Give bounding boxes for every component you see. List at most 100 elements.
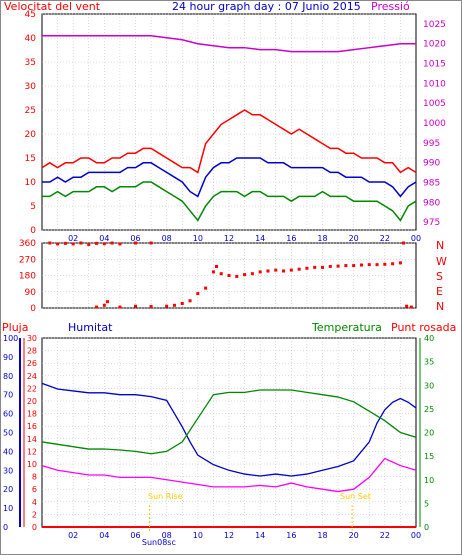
rain-tick-label: 16 xyxy=(27,422,37,431)
direction-point xyxy=(134,304,137,308)
direction-point xyxy=(149,305,153,309)
direction-tick-label: 90 xyxy=(25,288,37,298)
rain-tick-label: 24 xyxy=(27,372,37,381)
humidity-tick-label: 100 xyxy=(3,334,18,343)
wind-tick-label: 45 xyxy=(25,10,36,20)
temperature-tick-label: 40 xyxy=(424,334,434,343)
x-tick-label: 12 xyxy=(224,234,234,243)
wind-tick-label: 15 xyxy=(25,154,36,164)
direction-point xyxy=(352,264,356,268)
wind-speed-label: Velocitat del vent xyxy=(4,0,101,13)
humidity-tick-label: 40 xyxy=(3,447,13,456)
direction-point xyxy=(95,241,99,245)
direction-point xyxy=(383,262,387,266)
wind-tick-label: 10 xyxy=(25,178,37,188)
direction-point xyxy=(391,262,395,266)
direction-point xyxy=(235,274,239,278)
rain-tick-label: 18 xyxy=(27,410,37,419)
direction-point xyxy=(56,242,60,246)
humidity-tick-label: 0 xyxy=(3,523,8,532)
direction-point xyxy=(227,274,231,277)
dewpoint-label: Punt rosada xyxy=(391,321,457,334)
rain-tick-label: 10 xyxy=(27,460,37,469)
wind-tick-label: 40 xyxy=(25,34,37,44)
temperature-tick-label: 30 xyxy=(424,381,434,390)
direction-point xyxy=(63,241,67,245)
direction-point xyxy=(328,264,332,268)
x-tick-label: 14 xyxy=(255,531,265,540)
direction-tick-label: 180 xyxy=(19,272,36,282)
pressure-label: Pressió xyxy=(371,0,410,13)
rain-tick-label: 26 xyxy=(27,359,37,368)
direction-tick-label: 0 xyxy=(30,304,36,314)
direction-point xyxy=(258,270,262,274)
rain-tick-label: 20 xyxy=(27,397,37,406)
rain-tick-label: 22 xyxy=(27,384,37,393)
x-tick-label: 12 xyxy=(224,531,234,540)
pressure-tick-label: 985 xyxy=(423,178,440,188)
rain-tick-label: 2 xyxy=(32,510,37,519)
direction-point xyxy=(282,269,286,273)
humidity-label: Humitat xyxy=(68,321,113,334)
temperature-tick-label: 10 xyxy=(424,476,434,485)
x-tick-label: 20 xyxy=(349,234,359,243)
direction-tick-label: 360 xyxy=(19,239,36,249)
direction-point xyxy=(134,241,137,245)
x-tick-label: 06 xyxy=(130,531,140,540)
direction-point xyxy=(336,264,340,268)
x-tick-label: 16 xyxy=(286,234,296,243)
x-tick-label: 18 xyxy=(317,531,327,540)
direction-point xyxy=(110,241,114,245)
direction-point xyxy=(172,303,176,307)
pressure-tick-label: 1020 xyxy=(423,40,446,50)
humidity-tick-label: 70 xyxy=(3,391,13,400)
rain-tick-label: 4 xyxy=(32,498,37,507)
pressure-tick-label: 980 xyxy=(423,198,440,208)
direction-point xyxy=(305,266,309,270)
direction-point xyxy=(289,268,293,272)
direction-point xyxy=(405,304,409,308)
chart-title: 24 hour graph day : 07 Junio 2015 xyxy=(172,0,361,13)
direction-point xyxy=(79,241,83,245)
direction-point xyxy=(321,265,324,269)
direction-point xyxy=(180,301,184,305)
direction-point xyxy=(219,272,223,276)
direction-point xyxy=(102,242,106,246)
wind-tick-label: 30 xyxy=(25,82,37,92)
rain-tick-label: 28 xyxy=(27,347,37,356)
x-tick-label: 02 xyxy=(68,531,78,540)
direction-point xyxy=(102,303,106,307)
temperature-label: Temperatura xyxy=(312,321,382,334)
series-humitat xyxy=(41,382,417,477)
direction-tick-label: 270 xyxy=(19,255,36,265)
temperature-tick-label: 0 xyxy=(424,523,429,532)
rain-tick-label: 12 xyxy=(27,447,37,456)
direction-point xyxy=(105,300,109,304)
chart-series xyxy=(41,35,417,531)
rain-tick-label: 8 xyxy=(32,473,37,482)
x-tick-label: 16 xyxy=(286,531,296,540)
sun-rise-label: Sun Rise xyxy=(148,492,183,501)
x-tick-label: 10 xyxy=(193,531,203,540)
rain-label: Pluja xyxy=(2,321,29,334)
direction-point xyxy=(402,241,406,245)
pressure-tick-label: 1015 xyxy=(423,60,446,70)
series-punt-rosada xyxy=(41,457,417,493)
rain-tick-label: 6 xyxy=(32,485,37,494)
series-wind-max xyxy=(41,109,417,174)
wind-tick-label: 35 xyxy=(25,58,36,68)
pressure-tick-label: 1005 xyxy=(423,99,446,109)
axis-labels: 0510152025303540459759809859909951000100… xyxy=(3,10,446,547)
rain-tick-label: 0 xyxy=(32,523,37,532)
temperature-tick-label: 20 xyxy=(424,429,434,438)
wind-tick-label: 5 xyxy=(30,202,36,212)
x-tick-label: 08 xyxy=(162,531,172,540)
series-pressure xyxy=(42,35,416,53)
direction-point xyxy=(398,261,402,265)
humidity-tick-label: 30 xyxy=(3,466,13,475)
temperature-tick-label: 15 xyxy=(424,452,434,461)
direction-point xyxy=(87,242,91,246)
direction-point xyxy=(204,286,208,290)
x-tick-label: 22 xyxy=(380,234,390,243)
